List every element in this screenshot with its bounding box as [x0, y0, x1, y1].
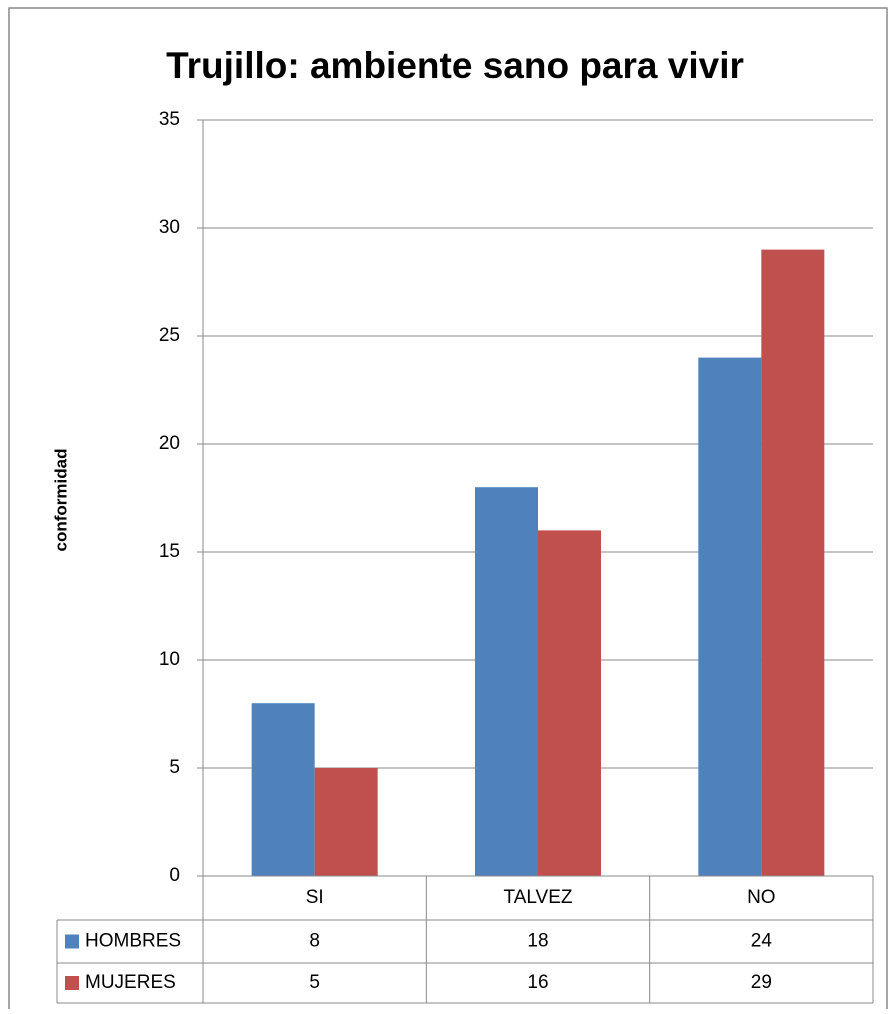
- y-tick-label: 35: [159, 109, 180, 130]
- legend-swatch: [65, 976, 79, 990]
- x-tick-label: TALVEZ: [504, 887, 573, 908]
- table-value: 8: [309, 931, 320, 952]
- bar: [475, 487, 538, 876]
- bar: [761, 249, 825, 877]
- y-tick-label: 30: [159, 217, 180, 238]
- bar: [538, 530, 601, 876]
- y-tick-label: 5: [169, 757, 180, 778]
- table-value: 5: [309, 972, 320, 993]
- legend-label: MUJERES: [85, 972, 176, 993]
- bar: [314, 768, 378, 876]
- table-value: 16: [527, 972, 548, 993]
- chart-border: [8, 7, 888, 1014]
- table-value: 24: [751, 931, 773, 952]
- y-tick-label: 15: [159, 541, 180, 562]
- table-value: 18: [527, 931, 548, 952]
- y-tick-label: 0: [169, 865, 180, 886]
- y-tick-label: 20: [159, 433, 180, 454]
- y-tick-label: 10: [159, 649, 180, 670]
- table-value: 29: [751, 972, 772, 993]
- legend-swatch: [65, 934, 79, 949]
- y-tick-label: 25: [159, 325, 180, 346]
- legend-label: HOMBRES: [85, 931, 181, 952]
- x-tick-label: NO: [747, 887, 776, 908]
- bar: [251, 703, 315, 876]
- bar: [698, 357, 762, 877]
- y-axis-label: conformidad: [51, 449, 70, 552]
- x-tick-label: SI: [306, 887, 324, 908]
- chart-title: Trujillo: ambiente sano para vivir: [166, 45, 744, 86]
